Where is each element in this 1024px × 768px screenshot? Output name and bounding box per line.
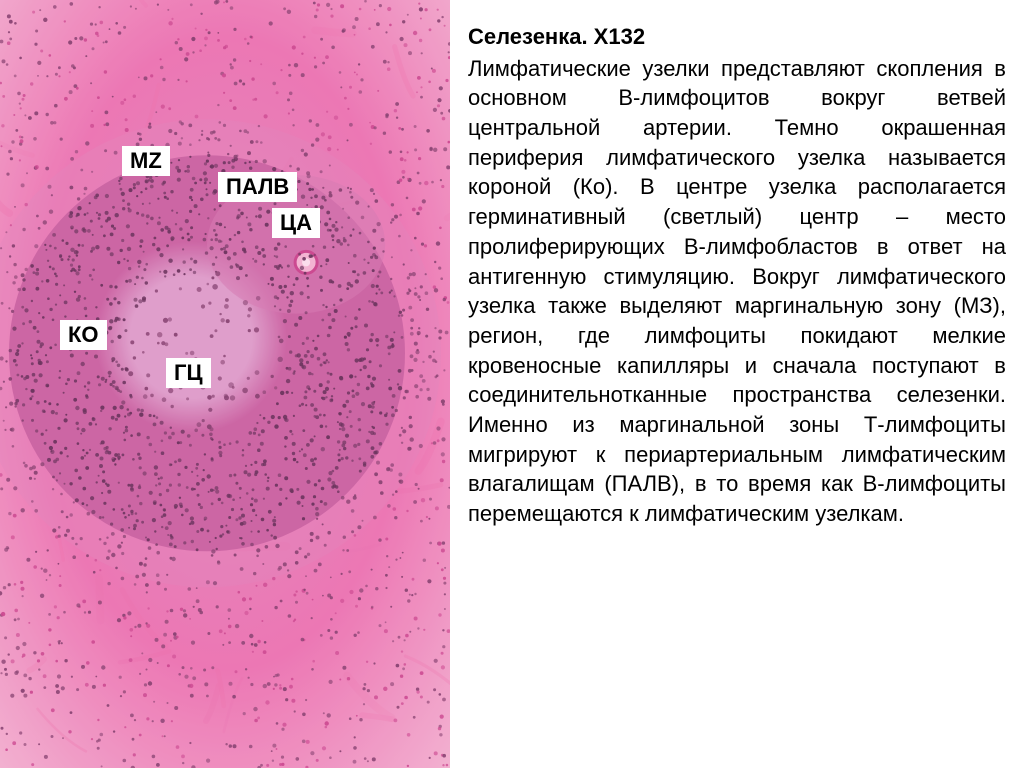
histology-image-panel: MZ ПАЛВ ЦА КО ГЦ bbox=[0, 0, 450, 768]
text-panel: Селезенка. Х132 Лимфатические узелки пре… bbox=[450, 0, 1024, 768]
histology-label-ko: КО bbox=[60, 320, 107, 350]
histology-label-gc: ГЦ bbox=[166, 358, 211, 388]
histology-label-mz: MZ bbox=[122, 146, 170, 176]
histology-svg bbox=[0, 0, 450, 768]
histology-label-palv: ПАЛВ bbox=[218, 172, 297, 202]
histology-label-ca: ЦА bbox=[272, 208, 320, 238]
page-title: Селезенка. Х132 bbox=[468, 22, 1006, 52]
body-text: Лимфатические узелки представляют скопле… bbox=[468, 54, 1006, 529]
